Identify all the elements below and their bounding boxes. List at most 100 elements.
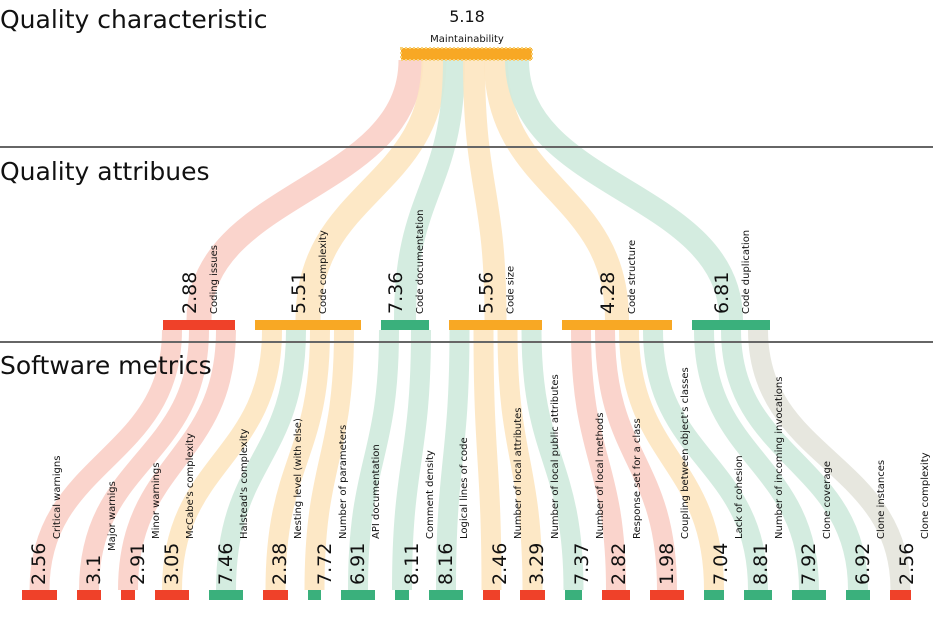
- metric-bar-1: [77, 590, 101, 600]
- flow-attr-to-metric-17: [694, 329, 819, 591]
- band-title-attributes: Quality attribues: [0, 157, 210, 186]
- metric-label-17: Clone coverage: [822, 461, 833, 539]
- flow-attr-to-metric-11: [497, 329, 543, 591]
- attribute-bar-2: [381, 320, 429, 330]
- metric-label-15: Lack of cohesion: [734, 455, 745, 539]
- flow-root-to-attr-3: [463, 59, 507, 321]
- metric-label-9: Logical lines of code: [459, 437, 470, 539]
- metric-score-14: 1.98: [656, 543, 678, 585]
- attribute-label-5: Code duplication: [741, 230, 752, 314]
- metric-bar-7: [341, 590, 375, 600]
- metric-bar-0: [22, 590, 57, 600]
- flow-attr-to-metric-2: [118, 329, 236, 591]
- metric-label-12: Number of local methods: [595, 413, 606, 539]
- metric-label-1: Major warnigs: [107, 481, 118, 551]
- attribute-score-0: 2.88: [179, 272, 201, 314]
- flow-attr-to-metric-14: [595, 329, 677, 591]
- metric-label-11: Number of local public attributes: [550, 374, 561, 539]
- metric-score-16: 8.81: [750, 543, 772, 585]
- attribute-label-1: Code complexity: [318, 230, 329, 314]
- root-label: Maintainability: [430, 34, 504, 45]
- attribute-label-4: Code structure: [627, 240, 638, 314]
- metric-score-15: 7.04: [710, 543, 732, 585]
- metric-score-6: 7.72: [314, 543, 336, 585]
- flow-root-to-attr-2: [394, 59, 465, 321]
- flow-attr-to-metric-6: [304, 329, 354, 591]
- attribute-score-3: 5.56: [476, 272, 498, 314]
- flow-root-to-attr-0: [186, 59, 424, 321]
- attribute-score-1: 5.51: [288, 272, 310, 314]
- metric-bar-16: [744, 590, 772, 600]
- metric-score-3: 3.05: [161, 543, 183, 585]
- root-score: 5.18: [449, 7, 485, 26]
- flow-attr-to-metric-18: [721, 329, 868, 591]
- metric-bar-14: [650, 590, 684, 600]
- metric-bar-13: [602, 590, 630, 600]
- flow-attr-to-metric-15: [619, 329, 724, 591]
- metric-bar-19: [890, 590, 911, 600]
- metric-score-13: 2.82: [608, 543, 630, 585]
- metric-bar-4: [209, 590, 243, 600]
- flow-attr-to-metric-16: [643, 329, 768, 591]
- attribute-score-4: 4.28: [597, 272, 619, 314]
- flow-attr-to-metric-10: [473, 329, 502, 591]
- metric-bar-10: [483, 590, 500, 600]
- flow-attr-to-metric-7: [348, 329, 399, 591]
- flow-root-to-attr-5: [505, 59, 743, 321]
- attribute-bar-1: [255, 320, 361, 330]
- metric-label-13: Response set for a class: [632, 418, 643, 539]
- metric-bar-5: [263, 590, 288, 600]
- metric-bar-12: [565, 590, 582, 600]
- band-title-metrics: Software metrics: [0, 351, 212, 380]
- flow-attr-to-metric-0: [29, 329, 182, 591]
- attribute-score-2: 7.36: [385, 272, 407, 314]
- flow-attr-to-metric-19: [748, 329, 911, 591]
- metric-label-6: Number of parameters: [338, 425, 349, 539]
- metric-score-5: 2.38: [269, 543, 291, 585]
- flow-root-to-attr-4: [484, 59, 629, 321]
- metric-score-17: 7.92: [798, 543, 820, 585]
- metric-bar-3: [155, 590, 189, 600]
- metric-bar-6: [308, 590, 321, 600]
- band-dividers: [0, 146, 933, 343]
- attribute-bar-3: [449, 320, 542, 330]
- metric-bar-9: [429, 590, 463, 600]
- attribute-label-0: Coding issues: [209, 245, 220, 314]
- root-bar: [400, 47, 533, 61]
- metric-score-7: 6.91: [347, 543, 369, 585]
- metric-label-18: Clone instances: [876, 460, 887, 539]
- metric-score-18: 6.92: [852, 543, 874, 585]
- metric-label-2: Minor warnings: [151, 463, 162, 539]
- metric-label-16: Number of incoming invocations: [774, 377, 785, 539]
- metric-label-10: Number of local attributes: [513, 408, 524, 539]
- metric-score-19: 2.56: [896, 543, 918, 585]
- metric-bar-2: [121, 590, 135, 600]
- metric-label-4: Halstead's complexity: [239, 429, 250, 539]
- flow-attr-to-metric-5: [265, 329, 330, 591]
- flow-attr-to-metric-9: [436, 329, 470, 591]
- metric-label-7: API documentation: [371, 444, 382, 539]
- metric-label-0: Critical warnigns: [52, 456, 63, 539]
- metric-label-19: Clone complexity: [920, 452, 931, 539]
- flow-attr-to-metric-13: [571, 329, 626, 591]
- metric-label-8: Comment density: [425, 450, 436, 539]
- metric-score-11: 3.29: [526, 543, 548, 585]
- attribute-bar-4: [562, 320, 672, 330]
- attribute-label-2: Code documentation: [415, 209, 426, 314]
- metric-score-1: 3.1: [83, 555, 105, 585]
- attribute-score-5: 6.81: [711, 272, 733, 314]
- flow-attr-to-metric-12: [521, 329, 584, 591]
- metric-score-4: 7.46: [215, 543, 237, 585]
- flow-root-to-attr-1: [295, 59, 447, 321]
- metric-score-8: 8.11: [401, 543, 423, 585]
- flow-attr-to-metric-1: [79, 329, 209, 591]
- attribute-bar-0: [163, 320, 235, 330]
- attribute-label-3: Code size: [506, 266, 517, 314]
- metric-label-3: McCabe's complexity: [185, 433, 196, 539]
- flow-ribbons: [29, 59, 911, 591]
- attribute-nodes: 2.88 Coding issues 5.51 Code complexity 7.36…: [163, 209, 770, 330]
- metric-label-5: Nesting level (with else): [293, 418, 304, 539]
- flow-attr-to-metric-8: [392, 329, 431, 591]
